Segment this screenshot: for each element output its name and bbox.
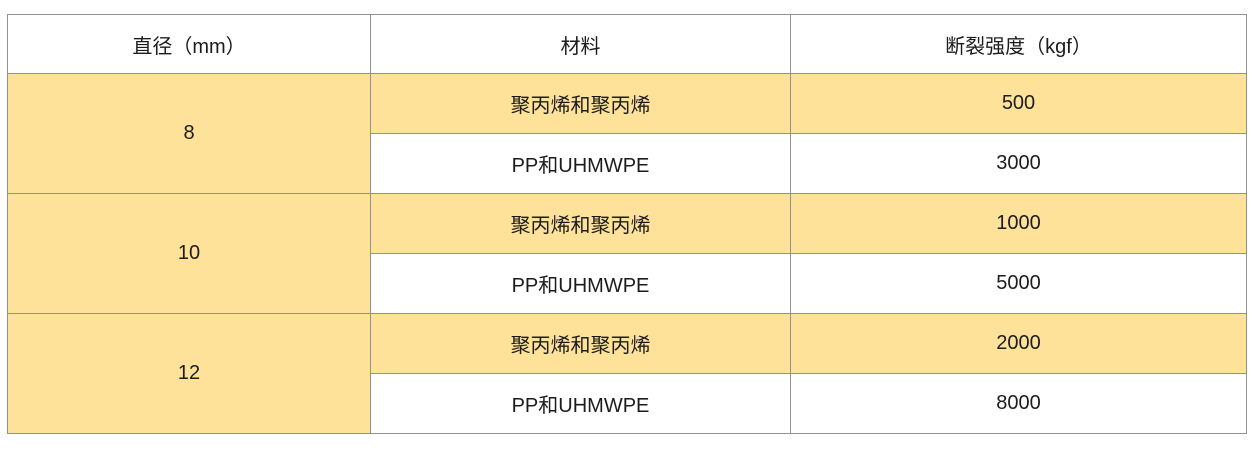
material-cell: PP和UHMWPE xyxy=(370,373,791,434)
diameter-cell: 12 xyxy=(7,313,371,434)
table-row: 12 聚丙烯和聚丙烯 2000 xyxy=(7,313,1247,434)
material-cell: PP和UHMWPE xyxy=(370,253,791,314)
table-row: 8 聚丙烯和聚丙烯 500 xyxy=(7,73,1247,194)
strength-cell: 500 xyxy=(790,73,1247,134)
strength-cell: 1000 xyxy=(790,193,1247,254)
strength-cell: 8000 xyxy=(790,373,1247,434)
material-cell: 聚丙烯和聚丙烯 xyxy=(370,193,791,254)
diameter-cell: 10 xyxy=(7,193,371,314)
col-header-strength: 断裂强度（kgf） xyxy=(790,14,1247,74)
material-cell: PP和UHMWPE xyxy=(370,133,791,194)
header-row: 直径（mm） 材料 断裂强度（kgf） xyxy=(7,14,1247,74)
strength-cell: 5000 xyxy=(790,253,1247,314)
col-header-material: 材料 xyxy=(370,14,791,74)
strength-cell: 3000 xyxy=(790,133,1247,194)
col-header-diameter: 直径（mm） xyxy=(7,14,371,74)
material-cell: 聚丙烯和聚丙烯 xyxy=(370,313,791,374)
material-cell: 聚丙烯和聚丙烯 xyxy=(370,73,791,134)
table-row: PP和UHMWPE 3000 xyxy=(8,133,1247,194)
table-row: PP和UHMWPE 5000 xyxy=(8,253,1247,314)
rope-strength-table: 直径（mm） 材料 断裂强度（kgf） 8 聚丙烯和聚丙烯 500 PP和UHM… xyxy=(7,14,1247,434)
strength-cell: 2000 xyxy=(790,313,1247,374)
diameter-cell: 8 xyxy=(7,73,371,194)
table-row: 10 聚丙烯和聚丙烯 1000 xyxy=(7,193,1247,314)
table-row: PP和UHMWPE 8000 xyxy=(8,373,1247,434)
